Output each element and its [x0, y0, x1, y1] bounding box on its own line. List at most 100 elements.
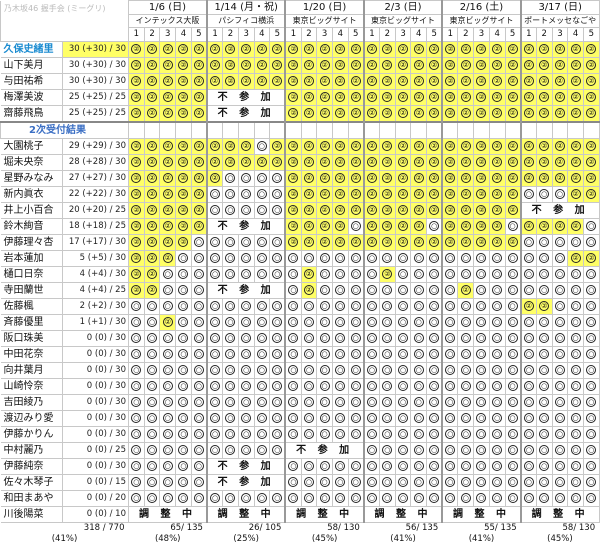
slot-cell: ○ — [300, 314, 318, 331]
open-mark: ○ — [256, 188, 267, 199]
open-mark: ○ — [225, 380, 236, 391]
adjusting-note: 調 整 中 — [127, 506, 208, 523]
slot-cell: ○ — [143, 458, 161, 475]
open-mark: ○ — [413, 332, 424, 343]
sold-out-mark: ② — [335, 172, 346, 183]
slot-cell: ② — [190, 186, 208, 203]
sold-out-mark: ② — [382, 172, 393, 183]
slot-cell: ② — [362, 41, 380, 58]
open-mark: ○ — [507, 220, 518, 231]
sold-out-mark: ② — [460, 284, 471, 295]
slot-cell: ○ — [316, 474, 333, 491]
slot-cell: ○ — [488, 458, 506, 475]
slot-cell: ○ — [473, 458, 490, 475]
slot-cell: ○ — [457, 266, 475, 283]
sold-out-mark: ② — [131, 43, 142, 54]
slot-cell: ② — [269, 154, 286, 171]
slot-cell: ② — [222, 138, 239, 155]
member-name: 伊藤純奈 — [0, 458, 63, 475]
slot-cell: ○ — [488, 266, 506, 283]
slot-cell: ○ — [253, 314, 271, 331]
member-score: 0 (0) / 30 — [62, 378, 129, 395]
slot-cell: ○ — [457, 346, 475, 363]
member-score: 5 (+5) / 30 — [62, 250, 129, 267]
slot-cell: ○ — [410, 314, 428, 331]
slot-cell: ○ — [504, 426, 522, 443]
open-mark: ○ — [523, 396, 534, 407]
slot-cell: ○ — [269, 410, 286, 427]
open-mark: ○ — [303, 476, 314, 487]
member-score: 0 (0) / 20 — [62, 490, 129, 507]
slot-cell: ② — [284, 41, 302, 58]
open-mark: ○ — [586, 396, 597, 407]
member-name: 吉田綾乃 — [0, 394, 63, 411]
open-mark: ○ — [366, 460, 377, 471]
slot-cell: ② — [222, 154, 239, 171]
slot-cell: ② — [504, 89, 522, 106]
open-mark: ○ — [523, 284, 534, 295]
open-mark: ○ — [210, 188, 221, 199]
sold-out-mark: ② — [539, 140, 550, 151]
sold-out-mark: ② — [335, 220, 346, 231]
slot-cell: ○ — [190, 314, 208, 331]
open-mark: ○ — [429, 492, 440, 503]
member-score: 0 (0) / 30 — [62, 330, 129, 347]
open-mark: ○ — [178, 348, 189, 359]
sold-out-mark: ② — [335, 140, 346, 151]
open-mark: ○ — [319, 284, 330, 295]
absent-note: 不 参 加 — [205, 105, 286, 123]
open-mark: ○ — [398, 444, 409, 455]
sold-out-mark: ② — [210, 156, 221, 167]
slot-number: 3 — [473, 27, 490, 42]
member-row: 堀未央奈 28 (+28) / 30 ② ② ② ② ② ② ② ② ② ② ② ② ② ② ② ② ② ② ② ② ② ② ②… — [0, 154, 600, 171]
slot-cell: ○ — [269, 234, 286, 251]
slot-cell: ○ — [504, 330, 522, 347]
sold-out-mark: ② — [319, 156, 330, 167]
slot-cell: ○ — [284, 378, 302, 395]
slot-cell: ○ — [410, 474, 428, 491]
open-mark: ○ — [162, 476, 173, 487]
sold-out-mark: ② — [162, 220, 173, 231]
open-mark: ○ — [272, 428, 283, 439]
open-mark: ○ — [256, 492, 267, 503]
sold-out-mark: ② — [288, 188, 299, 199]
sold-out-mark: ② — [350, 91, 361, 102]
open-mark: ○ — [476, 252, 487, 263]
sold-out-mark: ② — [335, 188, 346, 199]
open-mark: ○ — [147, 412, 158, 423]
open-mark: ○ — [460, 316, 471, 327]
slot-cell: ○ — [331, 250, 349, 267]
sold-out-mark: ② — [460, 75, 471, 86]
sold-out-mark: ② — [523, 75, 534, 86]
slot-cell: ○ — [488, 410, 506, 427]
sold-out-mark: ② — [178, 204, 189, 215]
sold-out-mark: ② — [210, 75, 221, 86]
slot-cell: ○ — [567, 490, 584, 507]
slot-cell: ○ — [128, 394, 145, 411]
open-mark: ○ — [193, 252, 204, 263]
slot-cell: ② — [519, 105, 537, 123]
slot-cell: ② — [473, 170, 490, 187]
sold-out-mark: ② — [256, 156, 267, 167]
slot-cell: ○ — [159, 282, 177, 299]
absent-note: 不 参 加 — [205, 218, 286, 235]
slot-cell: ② — [316, 105, 333, 123]
sold-out-mark: ② — [303, 268, 314, 279]
sold-out-mark: ② — [147, 252, 158, 263]
sold-out-mark: ② — [147, 59, 158, 70]
event-date: 2/3 (日) — [362, 0, 443, 15]
slot-cell: ② — [362, 234, 380, 251]
sold-out-mark: ② — [523, 59, 534, 70]
open-mark: ○ — [350, 428, 361, 439]
open-mark: ○ — [382, 348, 393, 359]
open-mark: ○ — [413, 444, 424, 455]
member-score: 4 (+4) / 30 — [62, 266, 129, 283]
slot-cell: ○ — [519, 282, 537, 299]
open-mark: ○ — [147, 300, 158, 311]
slot-cell: ○ — [128, 490, 145, 507]
slot-cell: ○ — [535, 266, 553, 283]
sold-out-mark: ② — [303, 284, 314, 295]
open-mark: ○ — [523, 412, 534, 423]
slot-cell: ○ — [347, 378, 365, 395]
